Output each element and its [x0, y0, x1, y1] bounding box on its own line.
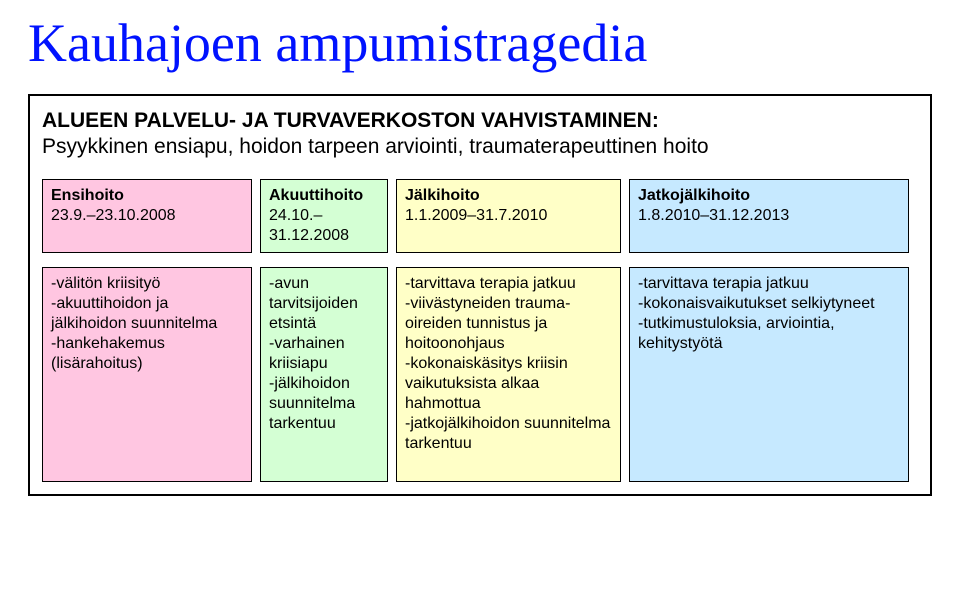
phase-date: 1.8.2010–31.12.2013 [638, 207, 789, 224]
phase-header-4: Jatkojälkihoito 1.8.2010–31.12.2013 [629, 179, 909, 253]
phase-body-row: -välitön kriisityö-akuuttihoidon ja jälk… [42, 267, 918, 482]
phase-date: 1.1.2009–31.7.2010 [405, 207, 547, 224]
subtitle-line2: Psyykkinen ensiapu, hoidon tarpeen arvio… [42, 135, 709, 158]
phase-label: Ensihoito [51, 186, 243, 206]
phase-body-2: -avun tarvitsijoiden etsintä-varhainen k… [260, 267, 388, 482]
phase-label: Jatkojälkihoito [638, 186, 900, 206]
phase-header-row: Ensihoito 23.9.–23.10.2008 Akuuttihoito … [42, 179, 918, 253]
phase-date: 23.9.–23.10.2008 [51, 207, 176, 224]
phase-header-2: Akuuttihoito 24.10.–31.12.2008 [260, 179, 388, 253]
phase-date: 24.10.–31.12.2008 [269, 207, 349, 244]
phase-body-4: -tarvittava terapia jatkuu-kokonaisvaiku… [629, 267, 909, 482]
phase-header-1: Ensihoito 23.9.–23.10.2008 [42, 179, 252, 253]
subtitle-line1: ALUEEN PALVELU- JA TURVAVERKOSTON VAHVIS… [42, 109, 659, 132]
subtitle: ALUEEN PALVELU- JA TURVAVERKOSTON VAHVIS… [42, 108, 918, 161]
page-title: Kauhajoen ampumistragedia [28, 12, 932, 74]
phase-body-3: -tarvittava terapia jatkuu-viivästyneide… [396, 267, 621, 482]
content-box: ALUEEN PALVELU- JA TURVAVERKOSTON VAHVIS… [28, 94, 932, 496]
phase-header-3: Jälkihoito 1.1.2009–31.7.2010 [396, 179, 621, 253]
phase-label: Akuuttihoito [269, 186, 379, 206]
phase-body-1: -välitön kriisityö-akuuttihoidon ja jälk… [42, 267, 252, 482]
phase-label: Jälkihoito [405, 186, 612, 206]
